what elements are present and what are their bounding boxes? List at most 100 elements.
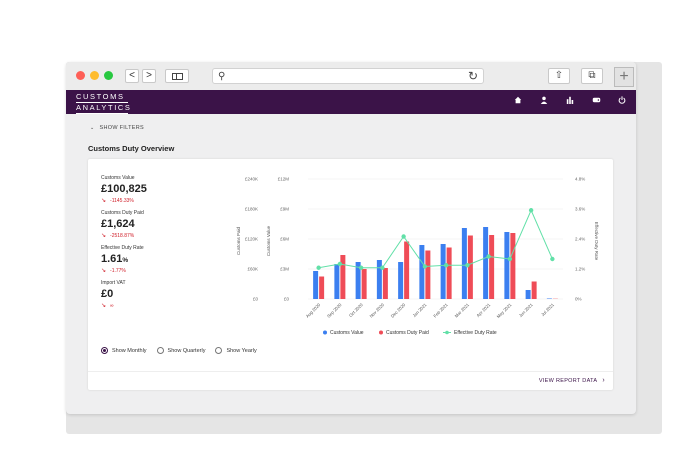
point-effective-duty-rate [380, 265, 385, 270]
tick-label-right: 4.8% [575, 177, 585, 182]
trend-down-icon: ↘ [101, 233, 107, 239]
x-tick-label: Nov 2020 [369, 302, 386, 319]
overview-card: Customs Value £100,825 ↘ -1145.33% Custom… [88, 159, 613, 390]
forward-button[interactable]: > [142, 69, 156, 83]
bar-customs-duty-paid [446, 247, 452, 299]
point-effective-duty-rate [528, 208, 534, 213]
logo-line2: ANALYTICS [76, 103, 132, 112]
back-button[interactable]: < [125, 69, 139, 83]
legend-label: Customs Duty Paid [386, 330, 429, 336]
x-tick-label: Sep 2020 [326, 302, 343, 319]
bar-customs-duty-paid [382, 268, 388, 299]
legend-swatch-point [445, 330, 449, 335]
reload-icon[interactable]: ↻ [467, 69, 478, 83]
radio-button[interactable] [215, 347, 223, 354]
x-tick-label: Jan 2021 [412, 302, 428, 318]
radio-label: Show Quarterly [167, 347, 206, 354]
power-icon[interactable] [615, 95, 629, 109]
kpi-change: ↘ -1.77% [101, 267, 144, 274]
view-report-label: VIEW REPORT DATA [538, 378, 598, 384]
trend-down-icon: ↘ [101, 198, 107, 204]
period-radio-group: Show Monthly Show Quarterly Show Yearly [101, 347, 257, 354]
tick-label-right: 0% [575, 297, 582, 302]
app-header: CUSTOMS ANALYTICS [66, 90, 636, 114]
x-tick-label: May 2021 [496, 302, 513, 319]
radio-label: Show Yearly [226, 347, 257, 354]
sidebar-toggle-button[interactable] [165, 69, 189, 83]
tabs-icon: ⧉ [588, 70, 596, 81]
bar-customs-duty-paid [340, 255, 346, 299]
tick-label-right: 2.4% [575, 237, 585, 242]
home-icon[interactable] [511, 95, 525, 109]
kpi-label: Customs Value [101, 175, 135, 181]
bar-customs-duty-paid [319, 276, 325, 299]
legend-swatch [379, 330, 383, 335]
kpi-value: 1.61% [101, 253, 144, 265]
search-icon: ⚲ [218, 71, 226, 82]
bar-chart-icon[interactable] [563, 95, 577, 109]
kpi-change-value: -1145.33% [110, 198, 134, 204]
point-effective-duty-rate [465, 263, 470, 268]
show-filters-toggle[interactable]: ⌄ SHOW FILTERS [90, 125, 144, 131]
bar-customs-value [461, 228, 467, 299]
share-button[interactable]: ⇧ [548, 68, 570, 84]
tag-icon[interactable] [589, 95, 603, 109]
kpi-value: £1,624 [101, 218, 135, 230]
view-report-data-link[interactable]: VIEW REPORT DATA › [539, 377, 605, 384]
x-tick-label: Jun 2021 [518, 302, 534, 318]
bar-customs-duty-paid [404, 241, 410, 299]
bar-customs-duty-paid [531, 281, 537, 299]
bar-customs-duty-paid [467, 235, 473, 299]
minimize-window-button[interactable] [90, 71, 99, 80]
radio-button[interactable] [156, 347, 164, 354]
trend-down-icon: ↘ [101, 268, 107, 274]
kpi-duty-rate: Effective Duty Rate 1.61% ↘ -1.77% [101, 245, 144, 274]
kpi-change: ↘ -1145.33% [101, 197, 147, 204]
tick-label-outer: £60K [247, 267, 258, 272]
bar-customs-duty-paid [489, 235, 495, 299]
card-divider [88, 371, 613, 372]
bar-customs-duty-paid [361, 269, 367, 299]
x-tick-label: Feb 2021 [432, 302, 449, 319]
tick-label-outer: £240K [245, 177, 258, 182]
bar-customs-value [334, 264, 340, 299]
kpi-import-vat: Import VAT £0 ↘ ∞ [101, 280, 126, 309]
kpi-change-value: -1.77% [110, 268, 126, 274]
kpi-change-value: ∞ [110, 303, 114, 309]
kpi-value-number: 1.61 [101, 253, 123, 265]
page-title: Customs Duty Overview [88, 144, 175, 153]
new-tab-button[interactable]: + [614, 67, 634, 87]
close-window-button[interactable] [76, 71, 85, 80]
point-effective-duty-rate [358, 265, 364, 270]
user-icon[interactable] [537, 95, 551, 109]
radio-button[interactable] [101, 347, 108, 354]
bar-customs-duty-paid [510, 233, 516, 299]
chevron-right-icon: › [602, 377, 605, 384]
show-filters-label: SHOW FILTERS [99, 125, 144, 131]
logo[interactable]: CUSTOMS ANALYTICS [76, 93, 132, 115]
tick-label-inner: £6M [280, 237, 289, 242]
bar-customs-value [546, 298, 552, 299]
kpi-duty-paid: Customs Duty Paid £1,624 ↘ -2518.87% [101, 210, 144, 239]
address-bar[interactable]: ⚲ ↻ [212, 68, 484, 84]
radio-yearly[interactable]: Show Yearly [215, 347, 257, 354]
radio-monthly[interactable]: Show Monthly [101, 347, 147, 354]
tabs-button[interactable]: ⧉ [581, 68, 603, 84]
chevron-down-icon: ⌄ [90, 125, 95, 131]
axis-title-outer: Customs Paid [236, 226, 241, 255]
bar-customs-duty-paid [425, 250, 431, 299]
kpi-label: Import VAT [101, 280, 126, 286]
browser-window: < > ⚲ ↻ ⇧ ⧉ + CUSTOMS ANALYTICS [66, 62, 636, 414]
bar-customs-value [525, 290, 531, 299]
tick-label-inner: £12M [278, 177, 290, 182]
bar-customs-value [504, 232, 510, 299]
x-tick-label: Apr 2021 [475, 302, 491, 318]
tick-label-outer: £120K [245, 237, 258, 242]
axis-title-right: Effective Duty Rate [594, 222, 599, 261]
kpi-value: £0 [101, 288, 114, 300]
legend-label: Effective Duty Rate [454, 330, 497, 336]
point-effective-duty-rate [486, 254, 491, 259]
maximize-window-button[interactable] [104, 71, 113, 80]
radio-quarterly[interactable]: Show Quarterly [156, 347, 206, 354]
